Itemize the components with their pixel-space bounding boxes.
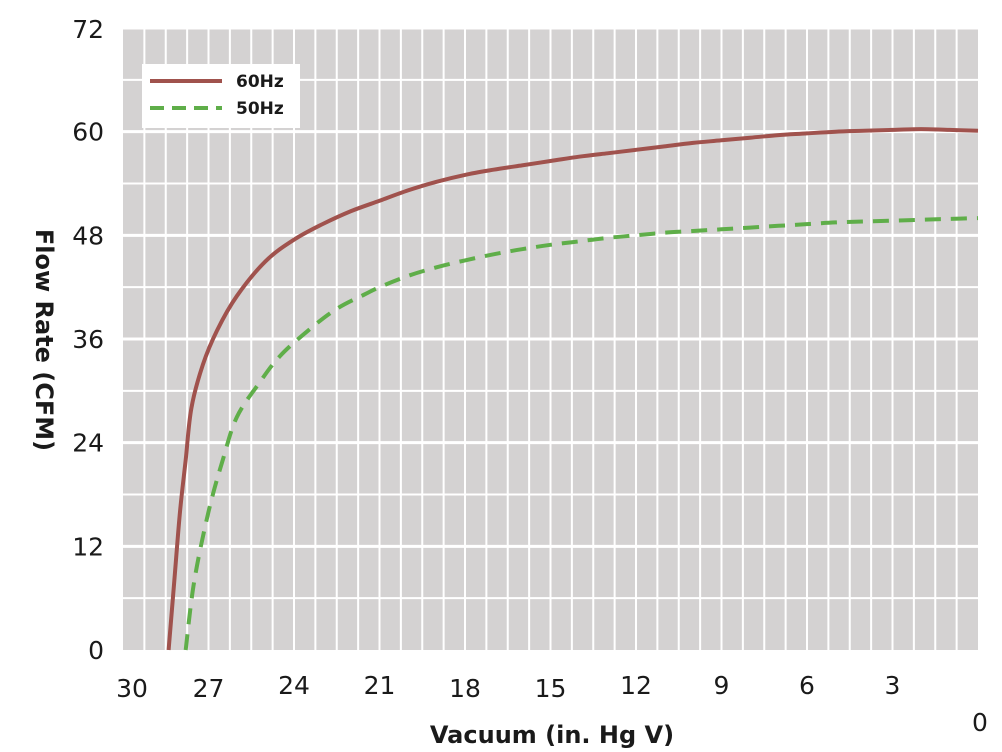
x-tick-label: 15	[535, 674, 567, 703]
x-tick-label: 9	[714, 671, 730, 700]
y-tick-label: 72	[72, 15, 104, 44]
x-axis-ticks: 30 27 24 21 18 15 12 9 6 30	[116, 671, 988, 737]
y-tick-label: 0	[88, 636, 104, 665]
y-axis-title: Flow Rate (CFM)	[30, 229, 58, 451]
y-tick-label: 36	[72, 325, 104, 354]
x-tick-label: 12	[620, 671, 652, 700]
y-tick-label: 12	[72, 532, 104, 561]
legend-label-50hz: 50Hz	[236, 99, 284, 119]
x-tick-label: 30	[116, 674, 148, 703]
x-tick-label: 6	[799, 671, 815, 700]
series-line-60hz	[166, 127, 979, 651]
y-axis-ticks: 0 12 24 36 48 60 72	[72, 15, 104, 665]
x-tick-label: 3	[885, 671, 901, 700]
x-tick-label: 18	[449, 674, 481, 703]
x-tick-label: 27	[193, 674, 225, 703]
horizontal-grid	[123, 26, 978, 600]
x-axis-title: Vacuum (in. Hg V)	[430, 721, 674, 749]
series-line-50hz	[183, 216, 979, 651]
y-tick-label: 48	[72, 221, 104, 250]
y-tick-label: 60	[72, 118, 104, 147]
x-tick-label: 0	[972, 708, 988, 737]
legend: 60Hz 50Hz	[142, 64, 300, 128]
series-layer	[166, 127, 979, 651]
y-tick-label: 24	[72, 429, 104, 458]
x-tick-label: 24	[278, 671, 310, 700]
legend-box	[142, 64, 300, 128]
legend-label-60hz: 60Hz	[236, 72, 284, 92]
x-tick-label: 21	[364, 671, 396, 700]
